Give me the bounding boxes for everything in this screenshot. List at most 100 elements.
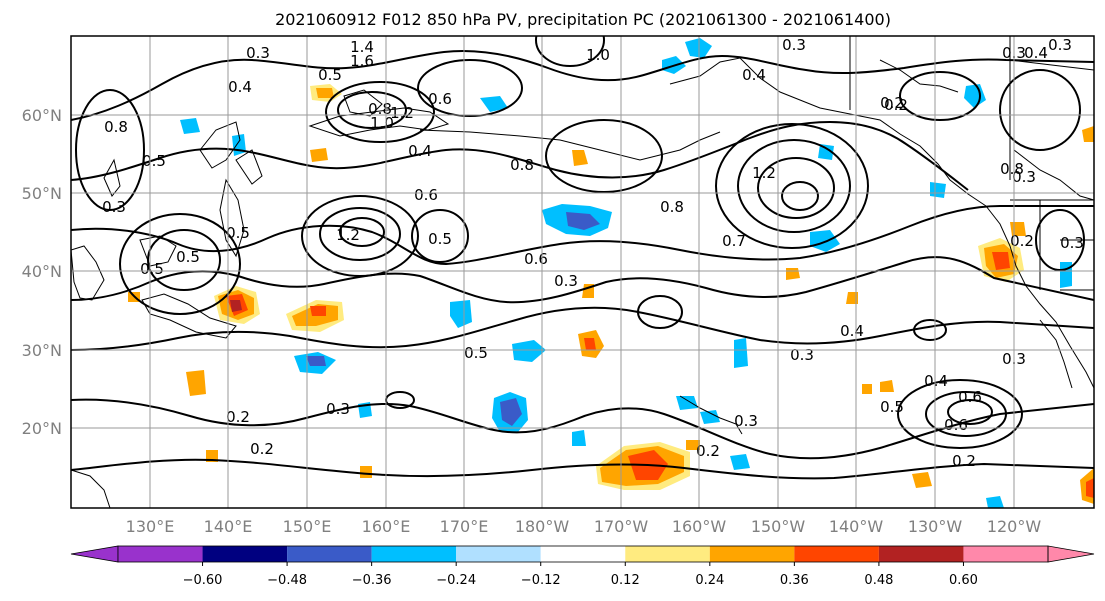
latitude-label: 60°N xyxy=(22,106,62,125)
colorbar-tick-label: 0.48 xyxy=(864,573,893,588)
precip-area xyxy=(964,84,986,108)
contour-label: 0.5 xyxy=(142,152,166,170)
contour-label: 0.3 xyxy=(790,346,814,364)
colorbar-segment xyxy=(287,546,372,562)
pv-contour xyxy=(913,319,947,341)
colorbar-tick-label: 0.12 xyxy=(611,573,640,588)
precip-area xyxy=(734,338,748,368)
latitude-label: 40°N xyxy=(22,262,62,281)
pv-contour xyxy=(71,120,969,191)
precip-area xyxy=(818,144,834,160)
pv-contour xyxy=(319,207,401,261)
precip-area xyxy=(862,384,872,394)
pv-contour xyxy=(925,391,1007,437)
precip-area xyxy=(912,472,932,488)
colorbar-tick-label: −0.36 xyxy=(352,573,392,588)
contour-label: 0.4 xyxy=(1024,44,1048,62)
precip-area xyxy=(992,252,1010,270)
contour-label: 0.3 xyxy=(1012,168,1036,186)
contour-label: 1.4 xyxy=(350,38,374,56)
precip-area xyxy=(880,380,894,392)
pv-contour xyxy=(545,119,663,193)
pv-contour xyxy=(637,295,683,329)
contour-label: 0.6 xyxy=(414,186,438,204)
colorbar-tick-label: 0.36 xyxy=(780,573,809,588)
map-content: 0.3 1.41.6 1.00.3 0.4 0.30.40.20.40.50.60.81… xyxy=(71,36,1094,508)
contour-label: 0.2 xyxy=(696,442,720,460)
precip-area xyxy=(584,338,596,350)
coastline xyxy=(1039,319,1073,389)
coastline xyxy=(985,205,1094,389)
coastline xyxy=(419,129,721,161)
longitude-label: 160°W xyxy=(672,517,727,536)
precipitation-shading xyxy=(128,38,1094,508)
plot-frame xyxy=(70,35,1095,509)
precip-area xyxy=(500,398,522,426)
contour-label: 0.2 xyxy=(250,440,274,458)
precip-area xyxy=(310,148,328,162)
coastline xyxy=(71,469,111,508)
coastline xyxy=(343,89,383,117)
pv-contour xyxy=(411,209,469,263)
contour-label: 0.5 xyxy=(464,344,488,362)
colorbar-tick-label: −0.48 xyxy=(267,573,307,588)
contour-label: 1.2 xyxy=(336,226,360,244)
pv-contour xyxy=(301,195,419,277)
longitude-label: 180°W xyxy=(515,517,570,536)
contour-label: 1.2 xyxy=(390,104,414,122)
contour-label: 1.2 xyxy=(752,164,776,182)
precip-area xyxy=(572,430,586,446)
contour-label: 0.5 xyxy=(318,66,342,84)
contour-label: 0.3 xyxy=(1060,234,1084,252)
precip-area xyxy=(930,182,946,198)
pv-contour xyxy=(715,123,869,249)
colorbar-tick-label: 0.60 xyxy=(949,573,978,588)
longitude-label: 160°E xyxy=(362,517,411,536)
contour-label: 0.6 xyxy=(958,388,982,406)
longitude-label: 150°E xyxy=(283,517,332,536)
precip-area xyxy=(1060,262,1072,288)
coastline xyxy=(879,59,1094,201)
longitude-label: 170°W xyxy=(594,517,649,536)
contour-label: 0.6 xyxy=(428,90,452,108)
contour-label: 0.4 xyxy=(924,372,948,390)
precip-area xyxy=(676,396,698,410)
coastline xyxy=(199,121,241,169)
contour-label: 0.7 xyxy=(722,232,746,250)
precip-area xyxy=(306,356,326,366)
pv-contour xyxy=(71,398,1094,460)
colorbar-segment xyxy=(118,546,203,562)
contour-label: 0.5 xyxy=(140,260,164,278)
contour-label: 0.6 xyxy=(944,416,968,434)
precip-area xyxy=(316,88,334,98)
pv-contour xyxy=(757,157,835,219)
pv-contour xyxy=(71,256,1094,304)
pv-contour xyxy=(737,139,851,233)
colorbar-frame xyxy=(117,545,1049,563)
contour-label: 0.4 xyxy=(228,78,252,96)
contour-label: 0.4 xyxy=(840,322,864,340)
colorbar-tick-label: 0.24 xyxy=(695,573,724,588)
colorbar-segment xyxy=(794,546,879,562)
pv-contour xyxy=(417,59,523,117)
colorbar-segment xyxy=(963,546,1048,562)
pv-contour xyxy=(71,306,1094,351)
precip-area xyxy=(786,268,800,280)
longitude-label: 120°W xyxy=(987,517,1042,536)
pv-contour xyxy=(781,181,819,211)
longitude-label: 140°W xyxy=(829,517,884,536)
gridlines xyxy=(71,36,1094,508)
precip-area xyxy=(512,340,546,362)
longitude-label: 150°W xyxy=(751,517,806,536)
pv-contour xyxy=(71,458,1094,480)
precip-area xyxy=(480,96,508,112)
contour-label: 0.2 xyxy=(1010,232,1034,250)
pv-contour xyxy=(899,71,981,121)
pv-contour xyxy=(1035,209,1085,271)
longitude-labels: 130°E 140°E 150°E 160°E 170°E 180°W 170°W 160°W… xyxy=(126,517,1042,536)
map-title: 2021060912 F012 850 hPa PV, precipitatio… xyxy=(275,10,891,29)
precip-area xyxy=(180,118,200,134)
precip-area xyxy=(730,454,750,470)
precip-area xyxy=(310,306,326,316)
